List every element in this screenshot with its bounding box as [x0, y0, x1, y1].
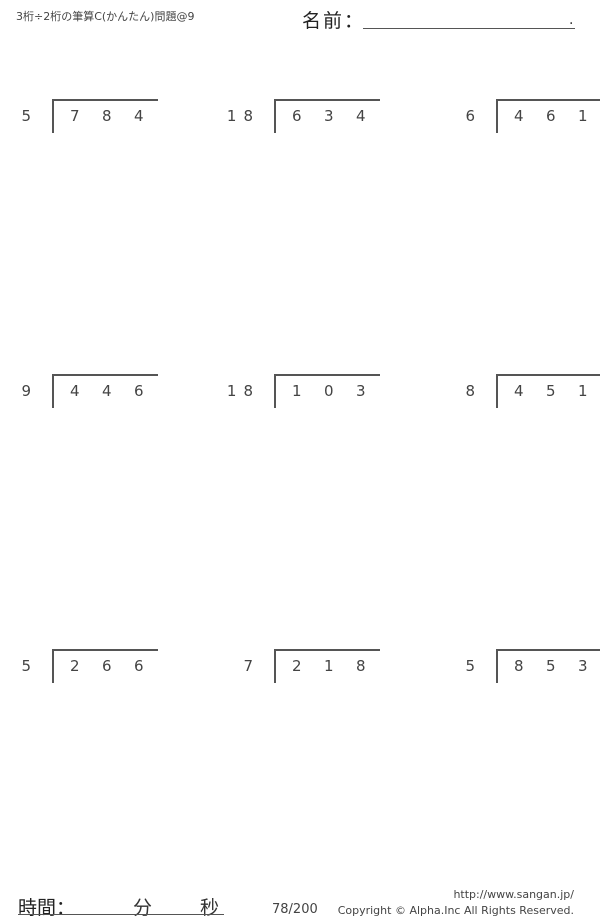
- dividend-digit: 8: [102, 107, 112, 125]
- dividend: 4 5 1: [514, 382, 600, 400]
- dividend-digit: 4: [70, 382, 80, 400]
- dividend-digit: 5: [546, 657, 556, 675]
- division-problem: 8 4 5 1: [444, 374, 600, 414]
- dividend: 8 5 3: [514, 657, 600, 675]
- site-url[interactable]: http://www.sangan.jp/: [453, 888, 574, 901]
- division-bracket: [496, 649, 600, 683]
- divisor: 18: [226, 107, 260, 125]
- dividend: 4 4 6: [70, 382, 166, 400]
- dividend-digit: 4: [134, 107, 144, 125]
- division-problem: 18 6 3 4: [222, 99, 452, 139]
- division-problem: 5 7 8 4: [0, 99, 230, 139]
- divisor: 18: [226, 382, 260, 400]
- minutes-label: 分: [133, 897, 153, 919]
- dividend-digit: 7: [70, 107, 80, 125]
- name-end-mark: .: [569, 12, 574, 28]
- divisor: 7: [243, 657, 260, 675]
- dividend-digit: 8: [356, 657, 366, 675]
- seconds-label: 秒: [200, 897, 220, 919]
- dividend-digit: 0: [324, 382, 334, 400]
- dividend-digit: 3: [356, 382, 366, 400]
- dividend-digit: 1: [292, 382, 302, 400]
- dividend-digit: 6: [546, 107, 556, 125]
- divisor: 5: [21, 107, 38, 125]
- division-bracket: [52, 99, 158, 133]
- copyright: Copyright © Alpha.Inc All Rights Reserve…: [337, 904, 574, 917]
- dividend-digit: 4: [102, 382, 112, 400]
- division-problem: 6 4 6 1: [444, 99, 600, 139]
- division-problem: 9 4 4 6: [0, 374, 230, 414]
- division-problem: 5 8 5 3: [444, 649, 600, 689]
- name-field[interactable]: [363, 28, 575, 29]
- time-field[interactable]: [18, 914, 224, 915]
- dividend-digit: 6: [292, 107, 302, 125]
- dividend-digit: 1: [578, 107, 588, 125]
- divisor: 5: [21, 657, 38, 675]
- division-problem: 5 2 6 6: [0, 649, 230, 689]
- division-bracket: [52, 374, 158, 408]
- dividend-digit: 8: [514, 657, 524, 675]
- division-problem: 18 1 0 3: [222, 374, 452, 414]
- divisor: 8: [465, 382, 482, 400]
- dividend-digit: 4: [356, 107, 366, 125]
- dividend-digit: 3: [578, 657, 588, 675]
- dividend: 4 6 1: [514, 107, 600, 125]
- dividend: 1 0 3: [292, 382, 388, 400]
- dividend-digit: 6: [134, 657, 144, 675]
- division-bracket: [496, 99, 600, 133]
- dividend-digit: 6: [134, 382, 144, 400]
- division-bracket: [274, 374, 380, 408]
- dividend-digit: 4: [514, 382, 524, 400]
- dividend-digit: 5: [546, 382, 556, 400]
- dividend-digit: 1: [578, 382, 588, 400]
- division-bracket: [52, 649, 158, 683]
- division-bracket: [274, 649, 380, 683]
- dividend: 2 6 6: [70, 657, 166, 675]
- division-bracket: [274, 99, 380, 133]
- time-label: 時間：: [18, 897, 76, 919]
- division-bracket: [496, 374, 600, 408]
- dividend-digit: 1: [324, 657, 334, 675]
- dividend: 2 1 8: [292, 657, 388, 675]
- divisor: 5: [465, 657, 482, 675]
- name-label: 名前：: [302, 10, 366, 32]
- dividend-digit: 6: [102, 657, 112, 675]
- divisor: 9: [21, 382, 38, 400]
- dividend-digit: 3: [324, 107, 334, 125]
- division-problem: 7 2 1 8: [222, 649, 452, 689]
- worksheet-title: 3桁÷2桁の筆算C(かんたん)問題@9: [16, 10, 195, 23]
- divisor: 6: [465, 107, 482, 125]
- dividend-digit: 2: [292, 657, 302, 675]
- dividend: 6 3 4: [292, 107, 388, 125]
- dividend: 7 8 4: [70, 107, 166, 125]
- dividend-digit: 2: [70, 657, 80, 675]
- page-number: 78/200: [272, 902, 318, 917]
- dividend-digit: 4: [514, 107, 524, 125]
